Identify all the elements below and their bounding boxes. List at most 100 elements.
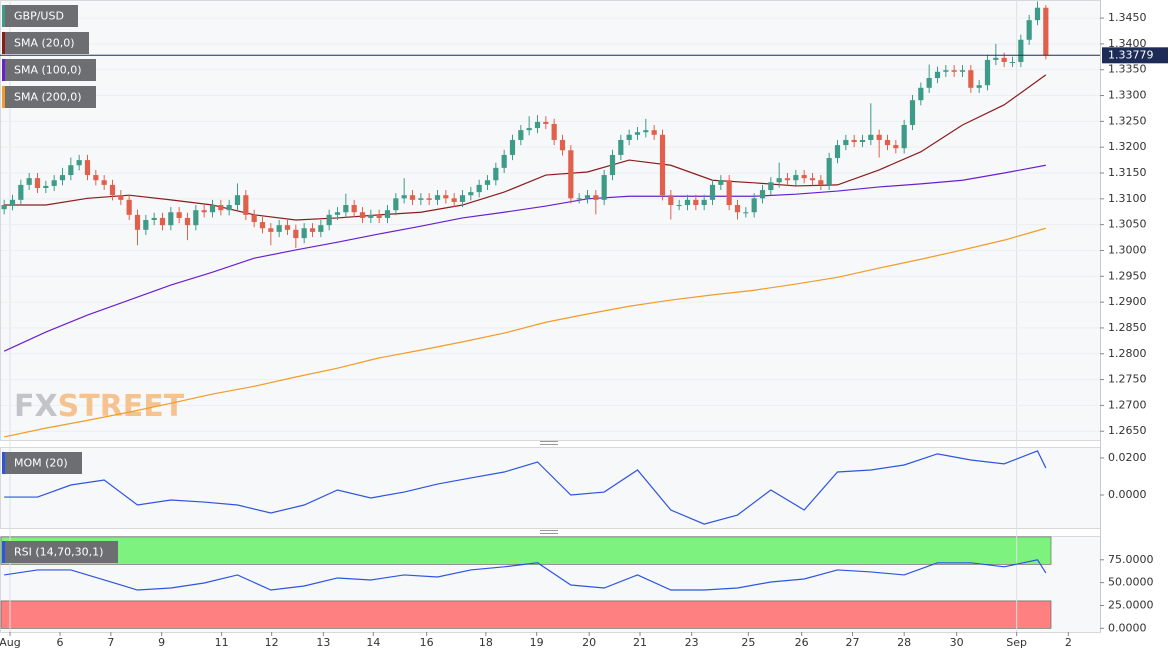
- candle-body: [759, 190, 766, 199]
- candle-body: [309, 228, 316, 232]
- candle-body: [784, 178, 791, 181]
- candle-body: [109, 184, 116, 196]
- candle-body: [451, 198, 457, 202]
- candle-body: [184, 217, 191, 226]
- panel-handles: [540, 441, 558, 534]
- legend-swatch: [2, 541, 5, 563]
- candle-body: [1018, 39, 1024, 62]
- candle-body: [284, 225, 291, 230]
- candle-body: [618, 139, 624, 155]
- candle-body: [926, 77, 932, 88]
- watermark-part: STREET: [58, 389, 185, 424]
- candle-body: [843, 139, 849, 146]
- y-tick-label: 0.0000: [1108, 488, 1147, 501]
- x-tick-label: 14: [366, 636, 380, 649]
- zone: [0, 536, 1052, 565]
- candle-body: [684, 199, 691, 206]
- candle-body: [809, 178, 816, 181]
- series-line: [4, 227, 1046, 438]
- candle-body: [393, 198, 399, 211]
- y-tick-label: 1.3450: [1108, 11, 1147, 24]
- candle-body: [226, 205, 232, 211]
- x-tick-label: 21: [633, 636, 647, 649]
- candle-body: [101, 180, 107, 185]
- candle-body: [168, 212, 174, 226]
- candle-body: [826, 158, 832, 185]
- x-tick-label: 7: [107, 636, 114, 649]
- candle-body: [659, 134, 666, 196]
- y-tick-label: 1.2850: [1108, 321, 1147, 334]
- candle-body: [193, 210, 199, 226]
- candle-body: [326, 214, 332, 226]
- candle-body: [68, 165, 74, 176]
- candle-body: [593, 195, 599, 200]
- x-tick-label: 28: [897, 636, 911, 649]
- candle-body: [701, 199, 707, 206]
- candle-body: [1, 205, 7, 210]
- x-tick-label: 20: [582, 636, 596, 649]
- zone: [0, 600, 1052, 629]
- candle-body: [59, 175, 66, 181]
- candle-body: [359, 212, 366, 218]
- legend-swatch: [2, 5, 5, 27]
- candle-body: [584, 195, 591, 199]
- x-tick-label: 16: [420, 636, 434, 649]
- y-tick-label: 1.2750: [1108, 373, 1147, 386]
- candle-body: [34, 178, 41, 188]
- candle-body: [634, 132, 641, 135]
- candle-body: [401, 195, 407, 199]
- candle-body: [993, 57, 999, 60]
- y-tick-label: 1.3350: [1108, 63, 1147, 76]
- y-tick-label: 0.0200: [1108, 451, 1147, 464]
- candle-body: [159, 217, 166, 226]
- candle-body: [776, 178, 782, 183]
- candle-body: [118, 195, 124, 200]
- candle-body: [176, 212, 182, 218]
- last-price-label: 1.33779: [1108, 48, 1154, 61]
- candle-body: [376, 214, 382, 218]
- candle-body: [743, 212, 749, 214]
- candle-body: [234, 195, 241, 206]
- candle-body: [143, 220, 149, 230]
- y-tick-label: 1.3050: [1108, 218, 1147, 231]
- candle-body: [576, 198, 582, 200]
- candle-body: [859, 139, 866, 143]
- candle-body: [876, 134, 882, 140]
- y-tick-label: 1.2700: [1108, 398, 1147, 411]
- candle-body: [351, 205, 357, 213]
- legend-box: [2, 59, 96, 81]
- candle-body: [951, 70, 957, 72]
- y-tick-label: 1.2800: [1108, 347, 1147, 360]
- y-tick-label: 1.3150: [1108, 166, 1147, 179]
- x-tick-label: 9: [158, 636, 165, 649]
- candle-body: [1009, 61, 1016, 63]
- candle-body: [609, 154, 616, 176]
- panel-background: [0, 0, 1101, 441]
- candle-body: [801, 175, 807, 179]
- candle-body: [834, 145, 841, 159]
- legend-label: MOM (20): [14, 457, 68, 470]
- candle-body: [1043, 7, 1049, 56]
- candle-body: [668, 195, 674, 206]
- y-tick-label: 50.0000: [1108, 576, 1154, 589]
- candle-body: [793, 175, 799, 181]
- candle-body: [468, 192, 474, 196]
- candle-body: [301, 228, 307, 239]
- candle-body: [476, 184, 482, 193]
- y-tick-label: 1.3200: [1108, 140, 1147, 153]
- x-tick-label: 12: [265, 636, 279, 649]
- candle-body: [626, 134, 632, 140]
- candle-body: [334, 212, 341, 215]
- candle-body: [76, 160, 82, 166]
- legend-swatch: [2, 86, 5, 108]
- candle-body: [409, 195, 416, 200]
- candle-body: [1001, 57, 1007, 62]
- candle-body: [526, 128, 532, 131]
- candle-body: [443, 195, 449, 199]
- candle-body: [568, 150, 574, 199]
- candle-body: [934, 71, 941, 78]
- watermark: FXSTREET: [14, 389, 185, 424]
- legend-swatch: [2, 32, 5, 54]
- candle-body: [534, 121, 541, 129]
